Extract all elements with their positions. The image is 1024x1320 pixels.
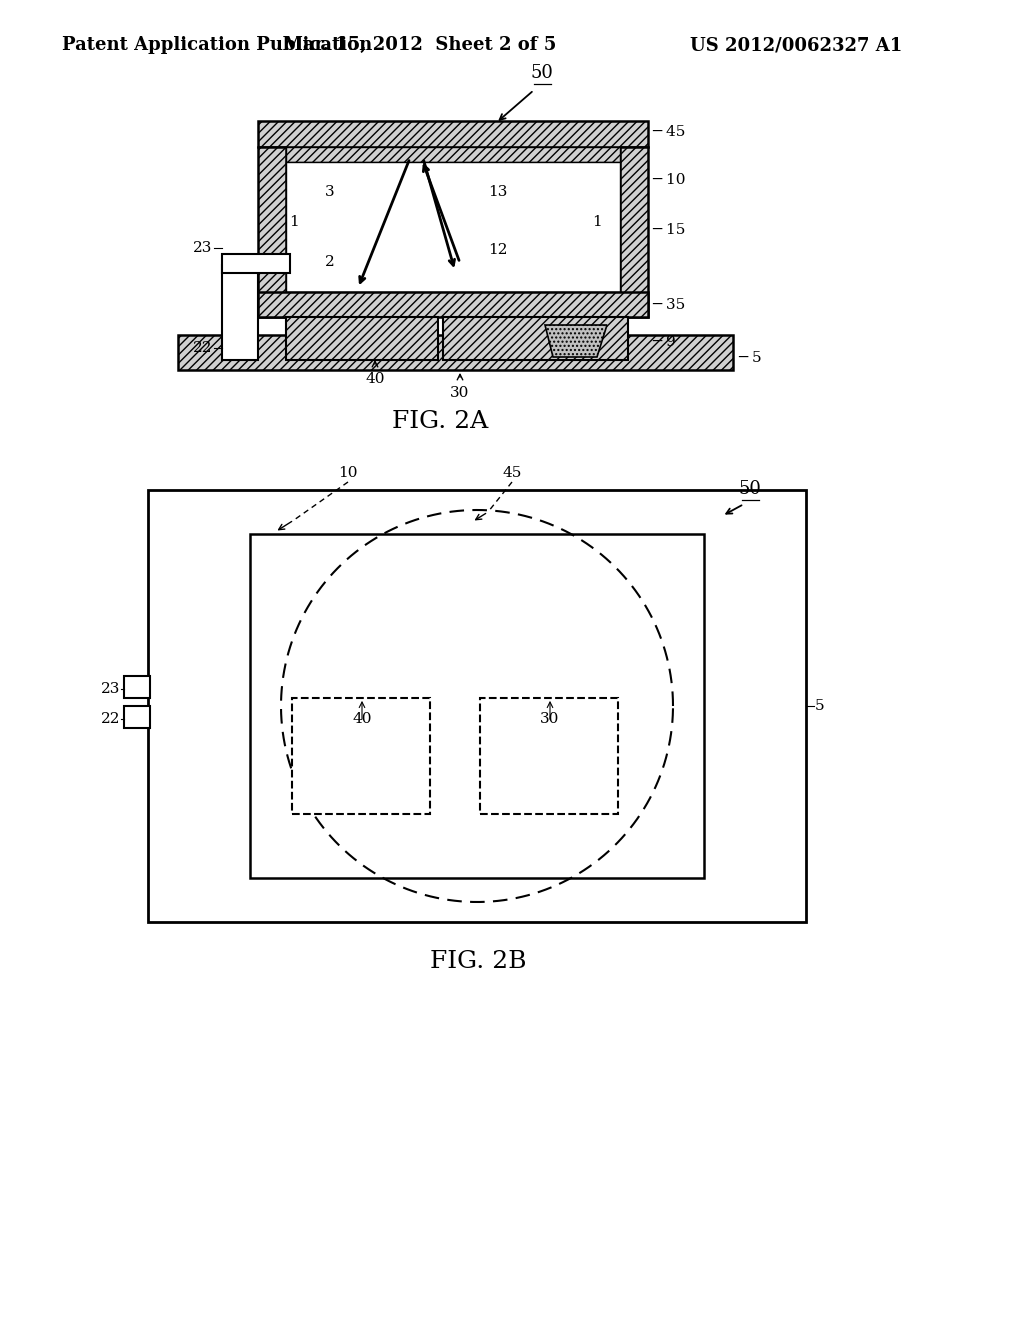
Text: ─ 5: ─ 5 [738,351,762,366]
Bar [222,253,290,273]
Text: 40: 40 [352,711,372,726]
Bar [124,706,150,729]
Text: 12: 12 [488,243,508,257]
Text: 30: 30 [541,711,560,726]
Polygon shape [545,325,607,356]
Text: 30: 30 [451,385,470,400]
Bar [443,317,628,360]
Bar [258,121,648,147]
Text: 22: 22 [100,711,120,726]
Bar [286,317,438,360]
Text: FIG. 2B: FIG. 2B [430,950,526,974]
Text: ─ 35: ─ 35 [652,298,685,312]
Text: 13: 13 [488,185,508,199]
Bar [222,265,258,360]
Bar [148,490,806,921]
Text: 40: 40 [366,372,385,385]
Text: 10: 10 [338,466,357,480]
Text: 50: 50 [738,480,762,498]
Bar [286,147,620,162]
Text: ─ 45: ─ 45 [652,125,685,139]
Bar [258,292,648,317]
Text: 45: 45 [503,466,521,480]
Text: 1: 1 [289,215,299,228]
Text: 2: 2 [326,255,335,269]
Bar [620,147,648,317]
Text: US 2012/0062327 A1: US 2012/0062327 A1 [690,36,902,54]
Text: 5: 5 [815,700,824,713]
Bar [178,335,733,370]
Text: 3: 3 [326,185,335,199]
Bar [250,535,705,878]
Bar [292,698,430,814]
Text: 22: 22 [193,341,212,355]
Text: Mar. 15, 2012  Sheet 2 of 5: Mar. 15, 2012 Sheet 2 of 5 [284,36,557,54]
Text: 23: 23 [100,682,120,696]
Text: ─ 15: ─ 15 [652,223,685,238]
Bar [124,676,150,698]
Text: 23: 23 [193,242,212,255]
Text: ─ 10: ─ 10 [652,173,685,187]
Text: 1: 1 [592,215,602,228]
Bar [286,162,620,292]
Bar [258,147,286,317]
Text: Patent Application Publication: Patent Application Publication [62,36,373,54]
Text: 50: 50 [530,63,553,82]
Bar [480,698,618,814]
Text: FIG. 2A: FIG. 2A [392,411,488,433]
Text: ─ 9: ─ 9 [652,335,676,348]
